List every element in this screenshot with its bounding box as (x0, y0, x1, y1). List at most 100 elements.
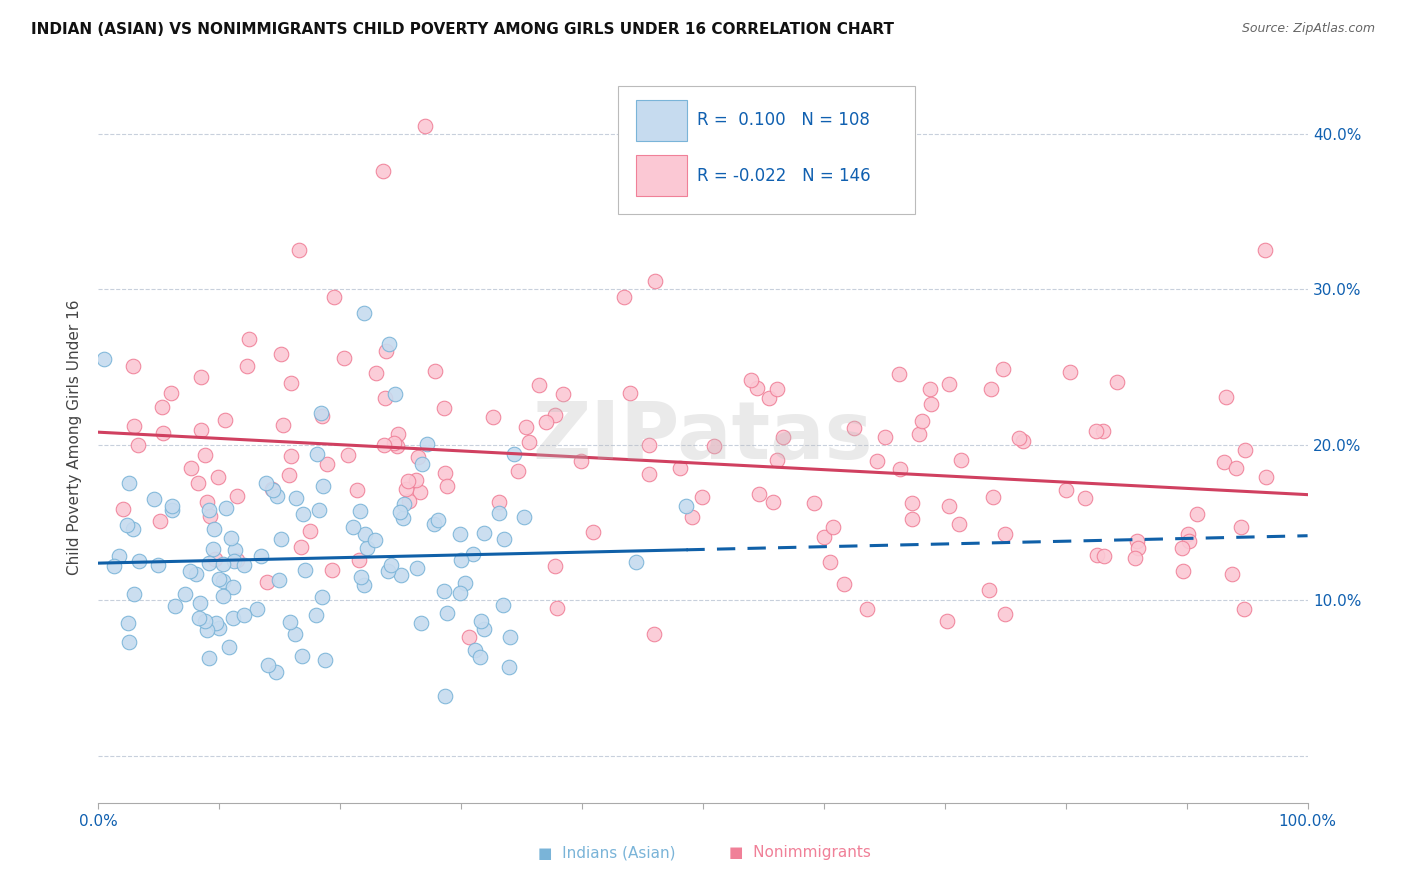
Point (146, 558, 169, 573)
Point (235, 359, 257, 373)
Point (551, 387, 574, 401)
Point (221, 531, 243, 545)
Point (766, 453, 789, 467)
Point (1059, 365, 1081, 379)
Point (900, 496, 922, 510)
Point (121, 359, 143, 373)
Point (409, 484, 432, 499)
Point (160, 499, 183, 513)
Point (1107, 375, 1129, 389)
Point (433, 466, 456, 480)
Point (373, 438, 395, 452)
Point (160, 385, 183, 400)
Point (270, 532, 292, 546)
Point (762, 495, 785, 509)
Point (224, 542, 246, 557)
Point (453, 575, 475, 590)
Point (321, 563, 343, 577)
Point (920, 397, 942, 411)
Point (626, 555, 648, 569)
Point (215, 500, 238, 515)
Point (349, 504, 371, 518)
Point (1171, 564, 1194, 578)
Point (758, 391, 780, 405)
Point (1126, 533, 1149, 548)
Point (233, 607, 256, 622)
Point (174, 587, 197, 601)
Point (128, 553, 150, 567)
Point (517, 435, 540, 450)
Point (337, 448, 360, 462)
Point (305, 447, 328, 461)
Point (267, 574, 290, 588)
Point (294, 562, 316, 576)
Point (314, 653, 336, 667)
Point (333, 351, 356, 365)
Point (347, 553, 370, 567)
Text: INDIAN (ASIAN) VS NONIMMIGRANTS CHILD POVERTY AMONG GIRLS UNDER 16 CORRELATION C: INDIAN (ASIAN) VS NONIMMIGRANTS CHILD PO… (31, 22, 894, 37)
Point (856, 602, 879, 616)
Point (411, 457, 433, 471)
Point (264, 665, 287, 679)
Point (266, 489, 288, 503)
Point (384, 387, 406, 401)
Point (353, 526, 375, 541)
Point (165, 599, 187, 613)
Point (377, 336, 399, 351)
Point (472, 622, 495, 636)
Point (406, 450, 429, 464)
Point (433, 584, 456, 599)
Point (179, 564, 201, 578)
Point (194, 448, 217, 462)
Point (202, 522, 225, 536)
Point (150, 400, 173, 414)
Point (436, 479, 458, 493)
Point (643, 626, 665, 640)
Point (387, 427, 409, 442)
Point (668, 461, 690, 475)
Point (117, 615, 139, 630)
Point (498, 660, 520, 674)
Point (887, 367, 910, 381)
Point (433, 401, 456, 415)
Point (190, 423, 212, 437)
Point (312, 478, 335, 492)
Point (619, 385, 641, 400)
Point (427, 513, 450, 527)
Point (980, 382, 1002, 396)
Point (1092, 549, 1115, 563)
Point (283, 626, 305, 640)
Point (436, 606, 458, 620)
Point (395, 482, 418, 496)
Point (208, 621, 231, 635)
Point (405, 473, 427, 487)
Point (201, 541, 224, 556)
Point (214, 413, 236, 427)
Point (211, 589, 233, 603)
Point (1220, 566, 1243, 581)
Point (1229, 520, 1251, 534)
Point (371, 164, 394, 178)
Point (346, 483, 368, 498)
Point (503, 447, 526, 461)
Point (122, 587, 145, 601)
Point (582, 525, 605, 540)
Point (772, 429, 794, 443)
Point (392, 498, 415, 512)
Point (195, 495, 218, 509)
Text: R = -0.022   N = 146: R = -0.022 N = 146 (697, 167, 870, 185)
Point (1234, 443, 1257, 458)
Point (981, 490, 1004, 504)
Point (901, 512, 924, 526)
Point (1254, 469, 1277, 483)
Point (873, 430, 896, 444)
Text: R =  0.100   N = 108: R = 0.100 N = 108 (697, 112, 870, 129)
Point (364, 366, 387, 380)
Point (291, 649, 314, 664)
Point (218, 640, 240, 655)
Point (117, 517, 139, 532)
Point (458, 630, 481, 644)
Point (226, 489, 249, 503)
Point (188, 596, 211, 610)
Point (464, 643, 486, 657)
